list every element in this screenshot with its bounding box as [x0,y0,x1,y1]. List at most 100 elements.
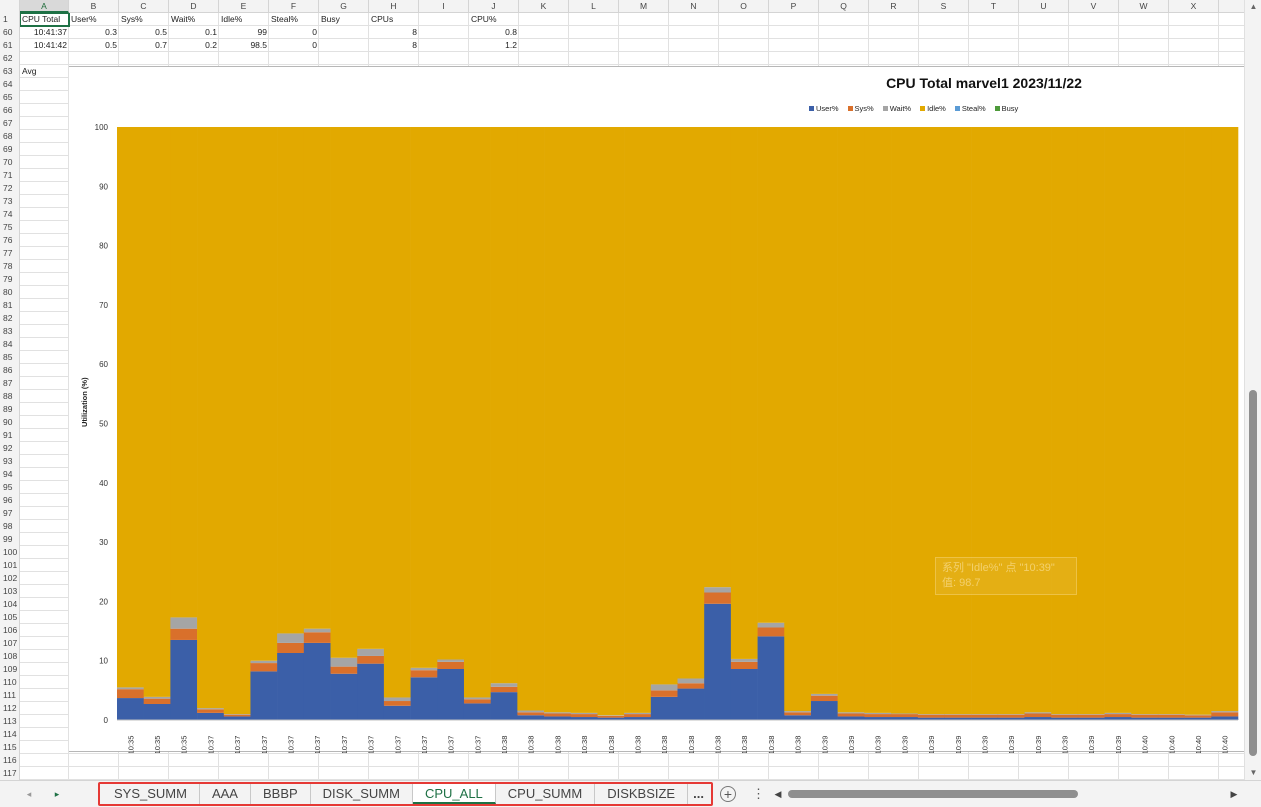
row-header-95[interactable]: 95 [3,482,13,492]
column-header-h[interactable]: H [369,0,419,13]
horizontal-scrollbar[interactable]: ◀ ▶ [772,787,1242,801]
row-header-116[interactable]: 116 [3,755,17,765]
cell-r60-b[interactable]: 0.3 [105,27,117,37]
row-header-80[interactable]: 80 [3,287,13,297]
cell-r61-e[interactable]: 98.5 [250,40,267,50]
next-sheet-icon[interactable]: ▸ [54,789,60,799]
sheet-tab-disk-summ[interactable]: DISK_SUMM [311,784,413,804]
row-header-83[interactable]: 83 [3,326,13,336]
column-header-o[interactable]: O [719,0,769,13]
row-header-85[interactable]: 85 [3,352,13,362]
cell-header-e[interactable]: Idle% [221,14,243,24]
column-header-a[interactable]: A [20,0,69,13]
column-header-w[interactable]: W [1119,0,1169,13]
column-header-u[interactable]: U [1019,0,1069,13]
row-header-78[interactable]: 78 [3,261,13,271]
row-header-89[interactable]: 89 [3,404,13,414]
cell-r61-f[interactable]: 0 [312,40,317,50]
row-header-113[interactable]: 113 [3,716,17,726]
cell-r60-f[interactable]: 0 [312,27,317,37]
cell-r60-e[interactable]: 99 [257,27,267,37]
scroll-up-icon[interactable]: ▲ [1249,2,1258,11]
column-header-s[interactable]: S [919,0,969,13]
row-header-87[interactable]: 87 [3,378,13,388]
row-header-90[interactable]: 90 [3,417,13,427]
row-header-77[interactable]: 77 [3,248,13,258]
row-header-84[interactable]: 84 [3,339,13,349]
vertical-scroll-thumb[interactable] [1249,390,1257,756]
sheet-tab-cpu-all[interactable]: CPU_ALL [412,784,496,804]
row-header-92[interactable]: 92 [3,443,13,453]
row-header-109[interactable]: 109 [3,664,18,674]
cell-header-d[interactable]: Wait% [171,14,196,24]
column-header-p[interactable]: P [769,0,819,13]
add-sheet-icon[interactable]: + [720,786,736,802]
row-header-74[interactable]: 74 [3,209,13,219]
cell-r60-j[interactable]: 0.8 [505,27,517,37]
row-header-82[interactable]: 82 [3,313,13,323]
row-header-106[interactable]: 106 [3,625,18,635]
row-header-103[interactable]: 103 [3,586,18,596]
cell-header-b[interactable]: User% [71,14,97,24]
row-header-1[interactable]: 1 [3,14,8,24]
row-header-88[interactable]: 88 [3,391,13,401]
cell-r61-a[interactable]: 10:41:42 [33,40,67,50]
row-header-71[interactable]: 71 [3,170,13,180]
more-sheets-button[interactable]: ... [693,786,704,801]
cell-header-h[interactable]: CPUs [371,14,394,24]
cell-r60-d[interactable]: 0.1 [205,27,217,37]
row-header-108[interactable]: 108 [3,651,18,661]
row-header-81[interactable]: 81 [3,300,13,310]
row-header-86[interactable]: 86 [3,365,13,375]
row-header-111[interactable]: 111 [3,690,16,700]
cell-r61-h[interactable]: 8 [412,40,417,50]
row-header-91[interactable]: 91 [3,430,13,440]
cell-r60-a[interactable]: 10:41:37 [33,27,67,37]
horizontal-scroll-thumb[interactable] [788,790,1078,798]
sheet-menu-icon[interactable]: ⋮ [752,786,765,801]
sheet-tab-aaa[interactable]: AAA [200,784,251,804]
row-header-96[interactable]: 96 [3,495,13,505]
sheet-tab-cpu-summ[interactable]: CPU_SUMM [496,784,596,804]
column-header-n[interactable]: N [669,0,719,13]
row-header-70[interactable]: 70 [3,157,13,167]
prev-sheet-icon[interactable]: ◂ [26,789,32,799]
sheet-tab-diskbsize[interactable]: DISKBSIZE [595,784,689,804]
column-header-d[interactable]: D [169,0,219,13]
row-header-102[interactable]: 102 [3,573,18,583]
column-header-l[interactable]: L [569,0,619,13]
scroll-right-icon[interactable]: ▶ [1230,789,1238,799]
sheet-tab-sys-summ[interactable]: SYS_SUMM [102,784,200,804]
row-header-79[interactable]: 79 [3,274,13,284]
row-header-104[interactable]: 104 [3,599,18,609]
row-header-75[interactable]: 75 [3,222,13,232]
cell-header-g[interactable]: Busy [321,14,340,24]
row-header-100[interactable]: 100 [3,547,18,557]
cell-r60-c[interactable]: 0.5 [155,27,167,37]
column-header-g[interactable]: G [319,0,369,13]
row-header-99[interactable]: 99 [3,534,13,544]
row-header-94[interactable]: 94 [3,469,13,479]
column-header-q[interactable]: Q [819,0,869,13]
cell-r61-b[interactable]: 0.5 [105,40,117,50]
column-header-x[interactable]: X [1169,0,1219,13]
row-header-76[interactable]: 76 [3,235,13,245]
row-header-65[interactable]: 65 [3,92,13,102]
column-header-t[interactable]: T [969,0,1019,13]
column-header-j[interactable]: J [469,0,519,13]
cell-r61-c[interactable]: 0.7 [155,40,167,50]
scroll-down-icon[interactable]: ▼ [1249,768,1258,777]
row-header-73[interactable]: 73 [3,196,13,206]
row-header-62[interactable]: 62 [3,53,13,63]
column-header-v[interactable]: V [1069,0,1119,13]
cell-avg-label[interactable]: Avg [22,66,37,76]
select-all-corner[interactable] [0,0,20,13]
row-header-114[interactable]: 114 [3,729,17,739]
cpu-chart[interactable]: CPU Total marvel1 2023/11/22 User% Sys% Wa… [69,66,1244,753]
scroll-left-icon[interactable]: ◀ [774,789,782,799]
column-header-r[interactable]: R [869,0,919,13]
cell-r61-j[interactable]: 1.2 [505,40,517,50]
sheet-tab-bbbp[interactable]: BBBP [251,784,311,804]
column-header-f[interactable]: F [269,0,319,13]
row-header-63[interactable]: 63 [3,66,13,76]
